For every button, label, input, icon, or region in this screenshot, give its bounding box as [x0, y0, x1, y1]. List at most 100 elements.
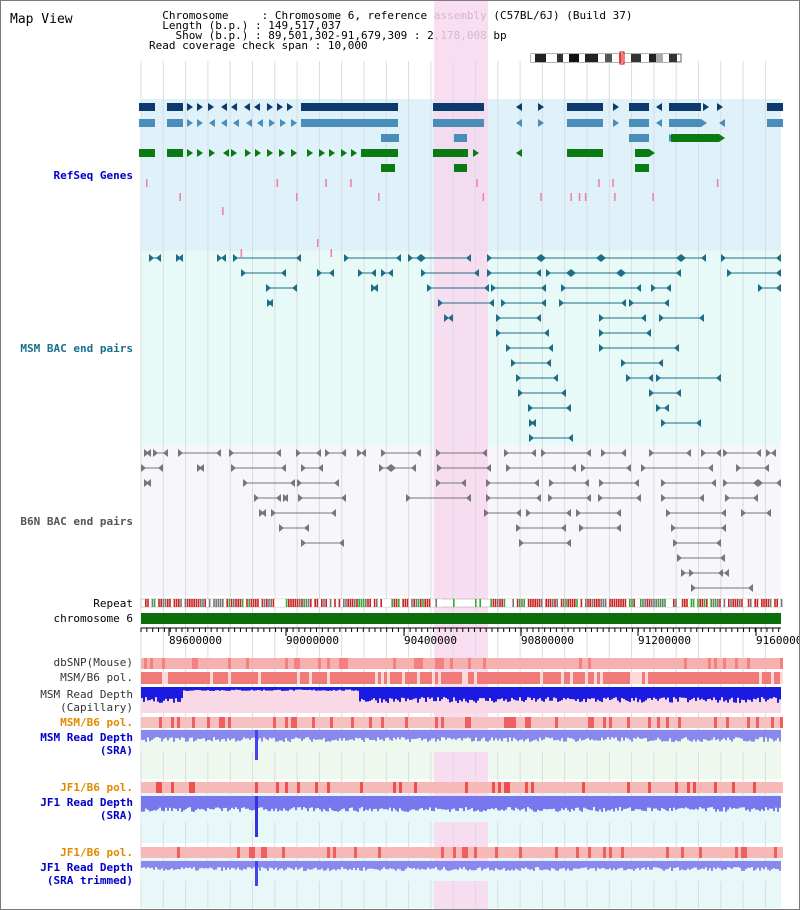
- b6n-bac-track-label[interactable]: B6N BAC end pairs: [20, 515, 133, 528]
- jf1-b6-pol-2-heat: [285, 847, 288, 858]
- jf1-trim-depth-bar: [693, 861, 695, 868]
- gene-feature: [381, 164, 395, 172]
- msm-capillary-depth-bar: [177, 687, 179, 702]
- jf1-trim-depth-bar: [457, 861, 459, 870]
- b6n-bac-pair-end: [504, 449, 509, 457]
- msm-capillary-depth-bar: [699, 687, 701, 700]
- jf1-trim-depth-bar: [681, 861, 683, 870]
- msm-b6-pol-heat: [597, 672, 600, 684]
- msm-b6-pol-heat: [546, 672, 549, 684]
- jf1-b6-pol-2-heat: [636, 847, 639, 858]
- repeat-element: [490, 599, 492, 607]
- msm-bac-track-label[interactable]: MSM BAC end pairs: [20, 342, 133, 355]
- jf1-trim-depth-bar: [765, 861, 767, 868]
- msm-capillary-depth-bar: [211, 687, 213, 691]
- msm-capillary-depth-bar: [153, 687, 155, 702]
- b6n-bac-pair-end: [482, 449, 487, 457]
- jf1-trim-depth-bar: [593, 861, 595, 869]
- msm-capillary-depth-bar: [163, 687, 165, 701]
- jf1-b6-pol-2-heat: [213, 847, 216, 858]
- b6n-bac-pair-end: [748, 584, 753, 592]
- jf1-b6-pol-heat: [552, 782, 555, 793]
- msm-capillary-depth-bar: [271, 687, 273, 691]
- jf1-trim-depth-bar: [475, 861, 477, 870]
- jf1-sra-depth-bar: [159, 796, 161, 808]
- refseq-track-label[interactable]: RefSeq Genes: [53, 169, 133, 182]
- msm-capillary-depth-bar: [293, 687, 295, 691]
- jf1-b6-pol-2-heat: [399, 847, 402, 858]
- jf1-sra-depth-bar: [315, 796, 317, 809]
- jf1-trim-depth-bar: [275, 861, 277, 868]
- jf1-b6-pol-2-heat: [333, 847, 336, 858]
- jf1-trim-depth-bar: [587, 861, 589, 870]
- jf1-sra-depth-bar: [149, 796, 151, 812]
- repeat-element: [519, 599, 521, 607]
- msm-b6-pol-2-heat: [768, 717, 771, 728]
- repeat-element: [688, 599, 690, 607]
- jf1-sra-depth-bar: [295, 796, 297, 811]
- repeat-element: [354, 599, 356, 607]
- msm-bac-pair-end: [664, 404, 669, 412]
- dbsnp-heat: [621, 658, 624, 669]
- msm-sra-depth-bar: [327, 730, 329, 742]
- repeat-element: [371, 599, 374, 607]
- jf1-b6-pol-2-heat: [234, 847, 237, 858]
- msm-capillary-depth-bar: [521, 687, 523, 701]
- jf1-b6-pol-heat: [189, 782, 192, 793]
- repeat-element: [369, 599, 371, 607]
- b6n-bac-pair-end: [158, 464, 163, 472]
- jf1-sra-depth-bar: [411, 796, 413, 810]
- dbsnp-heat: [306, 658, 309, 669]
- msm-capillary-depth-bar: [207, 687, 209, 691]
- dbsnp-heat: [702, 658, 705, 669]
- jf1-sra-depth-bar: [143, 796, 145, 812]
- msm-b6-pol-2-heat: [141, 717, 144, 728]
- msm-capillary-depth-bar: [413, 687, 415, 699]
- msm-bac-pair-end: [292, 284, 297, 292]
- msm-bac-pair-end: [656, 374, 661, 382]
- b6n-bac-pair-end: [548, 494, 553, 502]
- jf1-b6-pol-heat: [315, 782, 318, 793]
- jf1-trim-depth-bar: [497, 861, 499, 870]
- jf1-b6-pol-2-heat: [552, 847, 555, 858]
- msm-capillary-depth-bar: [277, 687, 279, 690]
- msm-sra-depth-bar: [521, 730, 523, 740]
- msm-bac-pair-end: [528, 404, 533, 412]
- msm-capillary-depth-bar: [141, 687, 143, 699]
- jf1-b6-pol-heat: [693, 782, 696, 793]
- b6n-bac-pair-end: [723, 449, 728, 457]
- jf1-trim-depth-bar: [495, 861, 497, 869]
- jf1-sra-depth-bar: [529, 796, 531, 809]
- msm-b6-pol-2-heat: [777, 717, 780, 728]
- jf1-b6-pol-heat: [264, 782, 267, 793]
- b6n-bac-pair-end: [758, 479, 763, 487]
- msm-b6-pol-heat: [549, 672, 552, 684]
- msm-sra-depth-bar: [229, 730, 231, 741]
- dbsnp-heat: [507, 658, 510, 669]
- repeat-element: [345, 599, 347, 607]
- msm-b6-pol-2-heat: [552, 717, 555, 728]
- msm-capillary-depth-bar: [187, 687, 189, 691]
- msm-bac-pair-end: [448, 314, 453, 322]
- msm-sra-depth-bar: [643, 730, 645, 739]
- b6n-bac-pair-end: [541, 449, 546, 457]
- msm-capillary-depth-bar: [535, 687, 537, 702]
- gene-strand-arrow: [516, 119, 522, 127]
- msm-capillary-depth-bar: [157, 687, 159, 702]
- msm-b6-pol-heat: [207, 672, 210, 684]
- jf1-b6-pol-heat: [348, 782, 351, 793]
- jf1-b6-pol-heat: [603, 782, 606, 793]
- msm-depth-sra-label: MSM Read Depth: [40, 731, 133, 744]
- msm-b6-pol-2-heat: [378, 717, 381, 728]
- jf1-sra-depth-bar: [683, 796, 685, 809]
- jf1-b6-pol-heat: [609, 782, 612, 793]
- jf1-sra-depth-bar: [747, 796, 749, 810]
- msm-b6-pol-heat: [354, 672, 357, 684]
- msm-sra-depth-bar: [757, 730, 759, 740]
- msm-b6-pol-2-heat: [258, 717, 261, 728]
- jf1-b6-pol-heat: [702, 782, 705, 793]
- dbsnp-heat: [234, 658, 237, 669]
- jf1-trim-depth-bar: [417, 861, 419, 869]
- dbsnp-heat: [645, 658, 648, 669]
